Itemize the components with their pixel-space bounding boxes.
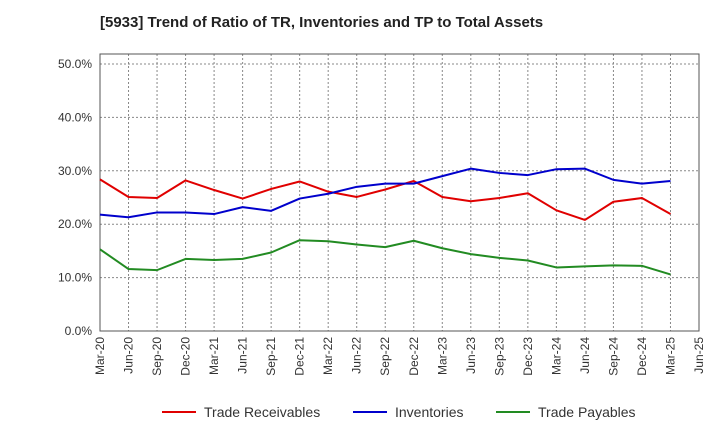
y-tick-label: 30.0% [58, 164, 92, 178]
x-tick-label: Dec-21 [293, 337, 307, 376]
chart-legend: Trade Receivables Inventories Trade Paya… [0, 404, 720, 426]
x-tick-label: Jun-24 [578, 337, 592, 374]
x-tick-label: Dec-22 [407, 337, 421, 376]
legend-item-trade-receivables: Trade Receivables [162, 404, 320, 420]
x-tick-label: Sep-20 [150, 337, 164, 376]
legend-swatch-trade-receivables [162, 411, 196, 413]
x-tick-label: Mar-24 [549, 337, 563, 375]
legend-swatch-trade-payables [496, 411, 530, 413]
legend-label-trade-receivables: Trade Receivables [204, 404, 321, 420]
x-tick-label: Dec-24 [635, 337, 649, 376]
x-tick-label: Jun-22 [350, 337, 364, 374]
x-tick-label: Jun-25 [692, 337, 706, 374]
y-tick-label: 10.0% [58, 271, 92, 285]
x-tick-label: Mar-21 [207, 337, 221, 375]
x-tick-label: Mar-23 [435, 337, 449, 375]
series-line-inventories [99, 167, 671, 219]
legend-item-inventories: Inventories [353, 404, 463, 420]
x-tick-label: Sep-23 [492, 337, 506, 376]
x-tick-label: Jun-21 [236, 337, 250, 374]
x-tick-label: Mar-25 [663, 337, 677, 375]
legend-swatch-inventories [353, 411, 387, 413]
y-tick-label: 0.0% [65, 324, 93, 338]
legend-label-inventories: Inventories [395, 404, 464, 420]
x-tick-label: Jun-23 [464, 337, 478, 374]
y-tick-label: 20.0% [58, 217, 92, 231]
x-tick-label: Dec-23 [521, 337, 535, 376]
y-tick-label: 40.0% [58, 110, 92, 124]
x-tick-label: Mar-20 [93, 337, 107, 375]
x-tick-label: Sep-21 [264, 337, 278, 376]
y-tick-label: 50.0% [58, 57, 92, 71]
series-line-trade-receivables [99, 178, 671, 221]
series-line-trade-payables [99, 239, 671, 276]
x-tick-label: Mar-22 [321, 337, 335, 375]
x-tick-label: Sep-24 [606, 337, 620, 376]
legend-item-trade-payables: Trade Payables [496, 404, 636, 420]
legend-label-trade-payables: Trade Payables [538, 404, 636, 420]
x-tick-label: Sep-22 [378, 337, 392, 376]
x-tick-label: Jun-20 [122, 337, 136, 374]
x-tick-label: Dec-20 [179, 337, 193, 376]
chart-title: [5933] Trend of Ratio of TR, Inventories… [100, 14, 544, 31]
plot-area-border [99, 53, 700, 332]
